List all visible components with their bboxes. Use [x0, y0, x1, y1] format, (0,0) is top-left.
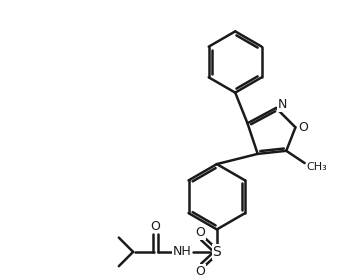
Text: O: O	[196, 265, 206, 278]
Text: CH₃: CH₃	[307, 162, 327, 172]
Text: O: O	[196, 226, 206, 239]
Text: N: N	[277, 98, 287, 111]
Text: S: S	[213, 245, 221, 259]
Text: O: O	[151, 220, 161, 233]
Text: NH: NH	[173, 245, 191, 258]
Text: O: O	[299, 121, 309, 134]
